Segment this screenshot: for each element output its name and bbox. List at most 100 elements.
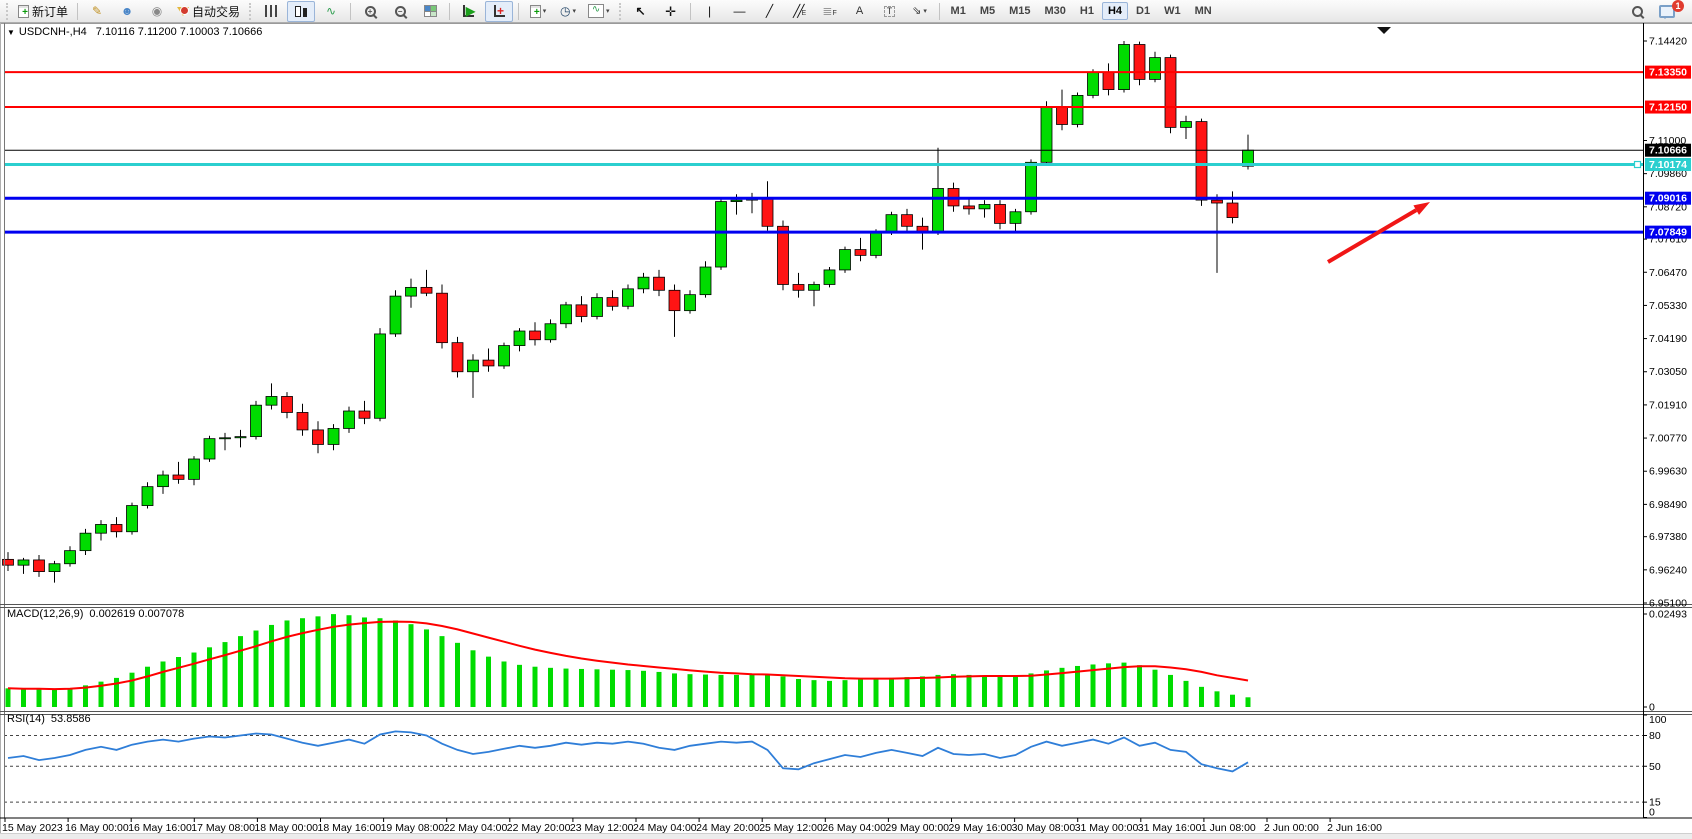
candle-body bbox=[188, 458, 200, 480]
chevron-down-icon[interactable]: ▾ bbox=[542, 8, 547, 15]
draw-channel-button[interactable]: ╱╱ E bbox=[786, 1, 814, 22]
macd-histogram-bar bbox=[858, 679, 863, 707]
macd-histogram-bar bbox=[873, 678, 879, 707]
toolbar-separator bbox=[350, 2, 352, 20]
signals-button[interactable]: ◉ bbox=[143, 1, 171, 22]
templates-button[interactable]: ∿ ▾ bbox=[584, 1, 614, 22]
chevron-down-icon[interactable]: ▾ bbox=[606, 8, 610, 15]
candle-body bbox=[870, 231, 882, 256]
time-axis-label: 19 May 08:00 bbox=[381, 822, 445, 834]
draw-text-button[interactable]: A bbox=[846, 1, 874, 22]
zoom-out-icon: − bbox=[394, 5, 406, 17]
new-chart-button[interactable]: + ▾ bbox=[524, 1, 552, 22]
candle-body bbox=[327, 428, 340, 445]
candle-body bbox=[1149, 57, 1161, 80]
macd-histogram-bar bbox=[594, 669, 600, 707]
price-badge bbox=[1645, 143, 1691, 157]
candle-body bbox=[994, 204, 1006, 224]
timeframe-button-m1[interactable]: M1 bbox=[950, 5, 966, 17]
tile-windows-button[interactable] bbox=[416, 1, 444, 22]
timeframe-button-h1[interactable]: H1 bbox=[1079, 5, 1094, 17]
macd-histogram-bar bbox=[67, 688, 73, 707]
macd-histogram-bar bbox=[672, 673, 677, 707]
pencil-icon: ✎ bbox=[91, 4, 103, 18]
macd-histogram-bar bbox=[1168, 674, 1173, 707]
chart-dropdown-icon[interactable]: ▼ bbox=[7, 28, 15, 37]
hline-anchor-point[interactable] bbox=[1633, 160, 1642, 169]
time-axis-label: 30 May 08:00 bbox=[1012, 822, 1076, 834]
price-badge-label: 7.10666 bbox=[1649, 145, 1687, 157]
bar-chart-mode-button[interactable] bbox=[257, 1, 285, 22]
timeframe-button-mn[interactable]: MN bbox=[1194, 5, 1212, 17]
new-order-button[interactable]: + 新订单 bbox=[14, 1, 72, 22]
candle-body bbox=[823, 269, 836, 285]
autotrading-button[interactable]: 自动交易 bbox=[173, 1, 244, 22]
macd-histogram-bar bbox=[160, 661, 166, 707]
mql5-community-button[interactable]: ☻ bbox=[113, 1, 141, 22]
time-axis-label: 26 May 04:00 bbox=[822, 822, 886, 834]
crosshair-button[interactable]: ✛ bbox=[657, 1, 685, 22]
search-button[interactable] bbox=[1623, 1, 1651, 22]
draw-fibonacci-button[interactable]: ≣ F bbox=[816, 1, 844, 22]
timeframe-button-m30[interactable]: M30 bbox=[1044, 5, 1066, 17]
macd-histogram-bar bbox=[486, 656, 491, 707]
timeframe-button-m5[interactable]: M5 bbox=[979, 5, 996, 17]
cursor-button[interactable]: ↖ bbox=[627, 1, 655, 22]
chevron-down-icon[interactable]: ▾ bbox=[572, 8, 577, 15]
arrows-icon: ⇘ bbox=[912, 4, 922, 17]
search-icon bbox=[1631, 5, 1643, 17]
draw-trendline-button[interactable]: ╱ bbox=[756, 1, 784, 22]
macd-histogram-bar bbox=[811, 680, 817, 707]
chart-profile-button[interactable]: ✎ bbox=[83, 1, 111, 22]
window-bottom-edge bbox=[0, 833, 1692, 839]
trendline-icon: ╱ bbox=[765, 4, 774, 18]
timeframe-button-w1[interactable]: W1 bbox=[1164, 5, 1181, 17]
notification-badge: 1 bbox=[1672, 0, 1684, 12]
chart-shift-marker[interactable] bbox=[1377, 27, 1391, 34]
toolbar-separator bbox=[77, 2, 79, 20]
macd-signal-line bbox=[7, 620, 1249, 691]
price-badge-label: 7.09016 bbox=[1649, 193, 1687, 205]
draw-horizontal-line-button[interactable]: — bbox=[726, 1, 754, 22]
toolbar: + 新订单 ✎ ☻ ◉ 自动交易 ∿ + − ▶ + + ▾ ◷ ▾ ∿ ▾ ↖ ✛ | — ╱ ╱╱ E ≣ F A T ⇘ ▾ M1 M5… bbox=[0, 0, 1692, 23]
periodicity-button[interactable]: ◷ ▾ bbox=[554, 1, 582, 22]
time-axis-label: 15 May 2023 bbox=[2, 822, 63, 834]
chart-window[interactable]: 7.14420 7.11000 7.09860 7.08720 7.07610 7.064… bbox=[0, 23, 1692, 839]
macd-histogram-bar bbox=[455, 642, 460, 707]
zoom-in-button[interactable]: + bbox=[356, 1, 384, 22]
macd-histogram-bar bbox=[346, 615, 352, 707]
macd-histogram-bar bbox=[625, 670, 631, 707]
price-tick-label: 7.04190 bbox=[1649, 333, 1687, 345]
price-badge bbox=[1645, 191, 1691, 205]
trend-arrow-line[interactable] bbox=[1326, 208, 1418, 264]
new-chart-icon: + bbox=[529, 4, 541, 18]
macd-histogram-bar bbox=[439, 636, 445, 707]
zoom-out-button[interactable]: − bbox=[386, 1, 414, 22]
trend-arrow-head[interactable] bbox=[1413, 202, 1430, 215]
line-chart-mode-button[interactable]: ∿ bbox=[317, 1, 345, 22]
chart-shift-button[interactable]: + bbox=[485, 0, 514, 22]
draw-text-label-button[interactable]: T bbox=[876, 1, 904, 22]
chat-button[interactable]: 1 bbox=[1653, 0, 1684, 22]
time-axis-label: 22 May 04:00 bbox=[444, 822, 508, 834]
timeframe-button-m15[interactable]: M15 bbox=[1009, 5, 1031, 17]
price-badge bbox=[1645, 65, 1691, 79]
auto-scroll-button[interactable]: ▶ bbox=[455, 1, 483, 22]
candle-body bbox=[1133, 44, 1146, 80]
candlestick-mode-button[interactable] bbox=[287, 0, 316, 22]
rsi-axis-label: 15 bbox=[1649, 797, 1661, 809]
chevron-down-icon[interactable]: ▾ bbox=[923, 8, 927, 15]
time-axis-label: 24 May 20:00 bbox=[696, 822, 760, 834]
draw-vertical-line-button[interactable]: | bbox=[696, 1, 724, 22]
timeframe-button-h4[interactable]: H4 bbox=[1101, 2, 1129, 20]
macd-histogram-bar bbox=[796, 679, 801, 707]
chart-canvas[interactable]: 7.144207.110007.098607.087207.076107.064… bbox=[0, 23, 1692, 839]
macd-histogram-bar bbox=[734, 674, 739, 707]
macd-histogram-bar bbox=[253, 630, 259, 707]
timeframe-button-d1[interactable]: D1 bbox=[1136, 5, 1151, 17]
hline-icon: — bbox=[733, 4, 746, 18]
draw-arrows-button[interactable]: ⇘ ▾ bbox=[906, 1, 934, 22]
candle-body bbox=[203, 438, 216, 460]
macd-histogram-bar bbox=[517, 664, 522, 707]
rsi-axis-label: 0 bbox=[1649, 807, 1655, 819]
